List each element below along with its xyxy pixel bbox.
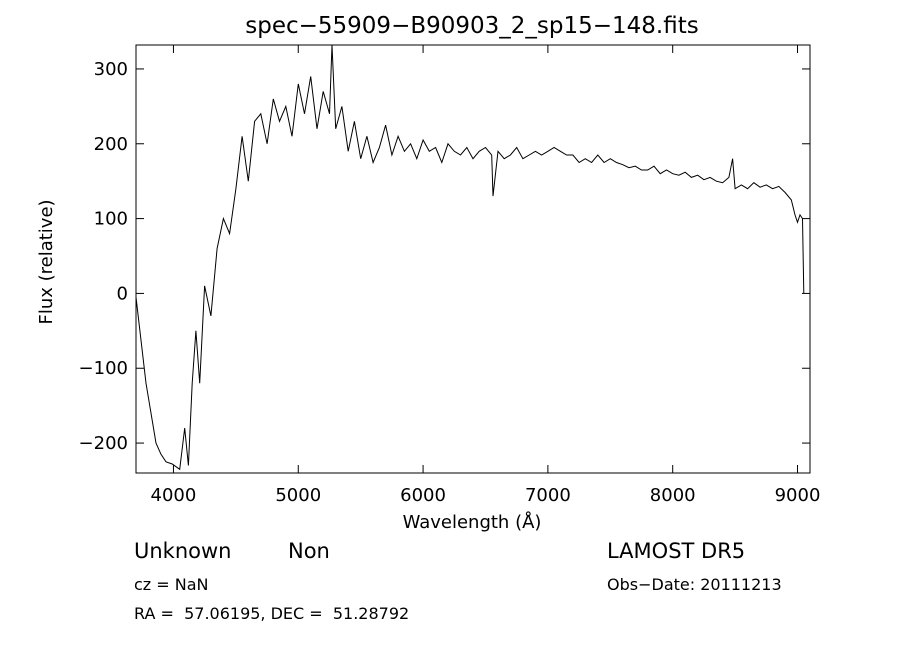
- y-axis-ticks: 300 200 100 0 −100 −200: [79, 59, 810, 454]
- y-tick-label: 200: [94, 134, 128, 155]
- survey-name: LAMOST DR5: [607, 539, 746, 563]
- redshift-text: cz = NaN: [134, 575, 209, 594]
- chart-title: spec−55909−B90903_2_sp15−148.fits: [245, 13, 699, 39]
- object-class: Unknown: [134, 539, 232, 563]
- x-tick-label: 8000: [650, 485, 696, 506]
- x-tick-label: 5000: [275, 485, 321, 506]
- x-axis-ticks: 4000 5000 6000 7000 8000 9000: [151, 45, 821, 506]
- y-tick-label: 300: [94, 59, 128, 80]
- y-tick-label: 0: [117, 283, 128, 304]
- y-tick-label: −200: [79, 433, 128, 454]
- x-tick-label: 4000: [151, 485, 197, 506]
- y-tick-label: −100: [79, 358, 128, 379]
- y-axis-label: Flux (relative): [36, 199, 57, 324]
- object-subclass: Non: [288, 539, 330, 563]
- y-tick-label: 100: [94, 209, 128, 230]
- x-axis-label: Wavelength (Å): [403, 511, 542, 533]
- coordinates: RA = 57.06195, DEC = 51.28792: [134, 604, 410, 623]
- x-tick-label: 7000: [525, 485, 571, 506]
- x-tick-label: 6000: [400, 485, 446, 506]
- x-tick-label: 9000: [775, 485, 821, 506]
- plot-frame: [135, 44, 811, 474]
- obs-date: Obs−Date: 20111213: [607, 575, 782, 594]
- spectrum-line: [135, 44, 805, 471]
